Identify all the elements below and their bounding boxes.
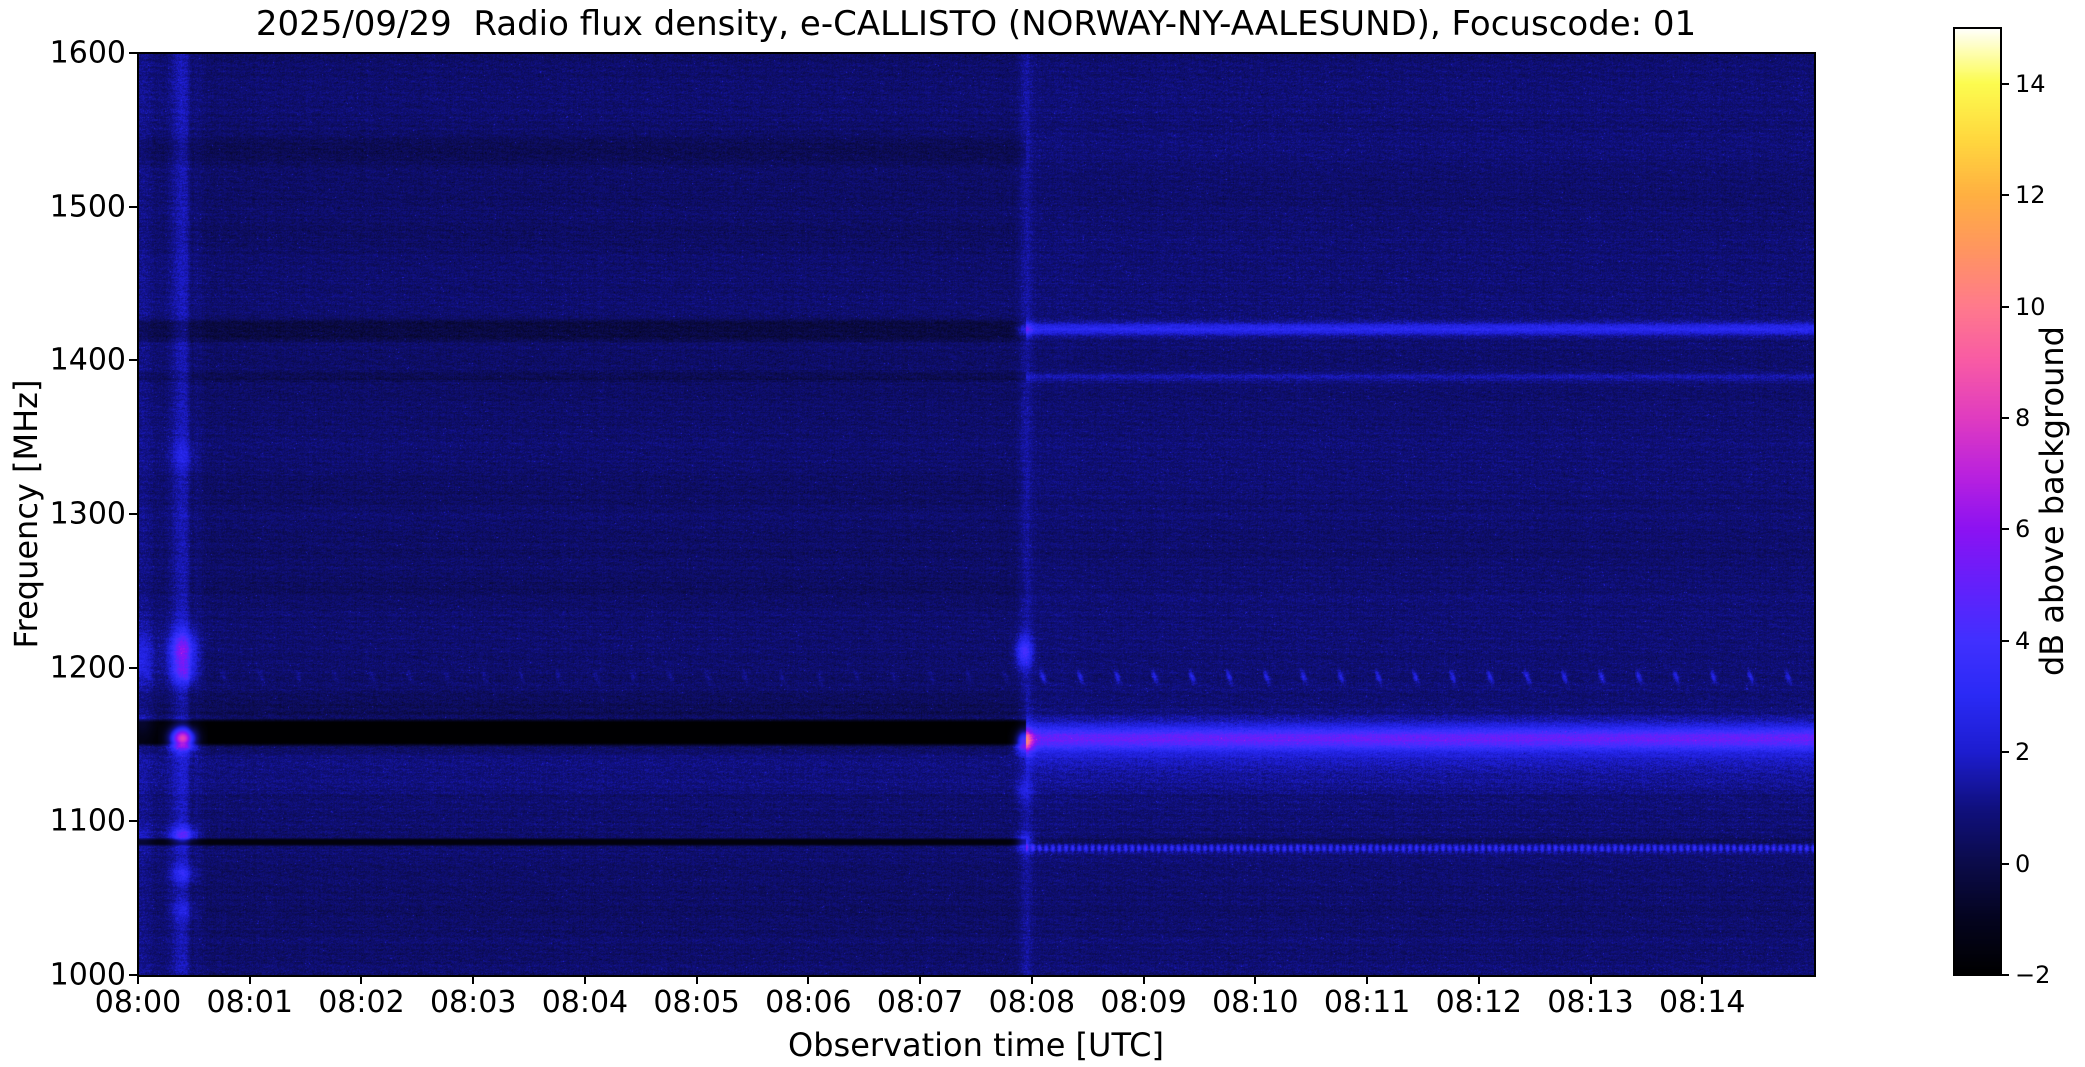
colorbar-tick: [2001, 305, 2009, 308]
colorbar-tick: [2001, 862, 2009, 865]
colorbar-tick-label: 0: [2015, 849, 2031, 878]
y-tick-label: 1300: [49, 496, 126, 532]
colorbar-tick: [2001, 82, 2009, 85]
colorbar-tick-label: 14: [2015, 69, 2046, 98]
x-axis-tick: [583, 975, 586, 984]
spectrogram-heatmap: [138, 53, 1814, 975]
x-axis-tick: [248, 975, 251, 984]
x-axis-tick: [919, 975, 922, 984]
x-axis-tick: [1589, 975, 1592, 984]
x-tick-label: 08:12: [1435, 985, 1523, 1020]
x-tick-label: 08:14: [1659, 985, 1746, 1020]
colorbar-label: dB above background: [2033, 326, 2071, 676]
colorbar-tick-label: 10: [2015, 292, 2046, 321]
y-tick-label: 1600: [49, 35, 126, 71]
x-axis-tick: [1366, 975, 1369, 984]
x-axis-tick: [695, 975, 698, 984]
x-axis-tick: [472, 975, 475, 984]
y-axis-tick: [129, 513, 138, 515]
colorbar-tick-label: 2: [2015, 738, 2031, 767]
x-tick-label: 08:13: [1547, 985, 1634, 1020]
x-axis-tick: [807, 975, 810, 984]
x-tick-label: 08:11: [1323, 985, 1411, 1020]
x-tick-label: 08:01: [206, 985, 293, 1020]
colorbar-tick: [2001, 416, 2009, 419]
colorbar-tick: [2001, 528, 2009, 531]
x-tick-label: 08:02: [318, 985, 405, 1020]
x-axis-tick: [1701, 975, 1704, 984]
x-tick-label: 08:10: [1212, 985, 1299, 1020]
colorbar-tick-label: 8: [2015, 403, 2031, 432]
x-tick-label: 08:05: [653, 985, 740, 1020]
x-axis-tick: [1030, 975, 1033, 984]
y-axis-label: Frequency [MHz]: [7, 379, 45, 649]
colorbar-gradient: [1954, 28, 2001, 975]
y-tick-label: 1500: [49, 189, 126, 225]
y-tick-label: 1200: [49, 650, 126, 686]
x-axis-tick: [137, 975, 139, 984]
y-axis-tick: [129, 205, 138, 208]
colorbar-tick-label: 6: [2015, 515, 2031, 544]
x-axis-label: Observation time [UTC]: [788, 1026, 1164, 1064]
x-tick-label: 08:03: [429, 985, 517, 1020]
y-axis-tick: [129, 820, 138, 823]
plot-title: 2025/09/29 Radio flux density, e-CALLIST…: [255, 4, 1697, 44]
x-axis-tick: [360, 975, 363, 984]
colorbar-tick: [2001, 639, 2009, 642]
x-axis-tick: [1477, 975, 1480, 984]
y-axis-tick: [129, 359, 138, 362]
colorbar-tick: [2001, 194, 2009, 197]
colorbar-tick: [2001, 751, 2009, 754]
colorbar-tick-label: 4: [2015, 626, 2031, 655]
y-axis-tick: [129, 666, 138, 669]
y-tick-label: 1400: [49, 342, 126, 378]
x-tick-label: 08:09: [1100, 985, 1187, 1020]
x-axis-tick: [1142, 975, 1145, 984]
x-tick-label: 08:07: [876, 985, 964, 1020]
x-tick-label: 08:06: [765, 985, 852, 1020]
colorbar-tick-label: −2: [2015, 961, 2051, 989]
y-tick-label: 1000: [49, 957, 126, 993]
plot-border: [137, 52, 1816, 977]
x-axis-tick: [1254, 975, 1257, 984]
colorbar-tick: [2001, 974, 2009, 976]
x-tick-label: 08:08: [988, 985, 1076, 1020]
x-tick-label: 08:04: [541, 985, 629, 1020]
y-axis-tick: [129, 974, 138, 976]
x-tick-label: 08:00: [94, 985, 182, 1020]
colorbar-border: [1953, 27, 2002, 976]
colorbar-tick-label: 12: [2015, 181, 2046, 210]
y-axis-tick: [129, 52, 138, 54]
y-tick-label: 1100: [49, 803, 126, 839]
